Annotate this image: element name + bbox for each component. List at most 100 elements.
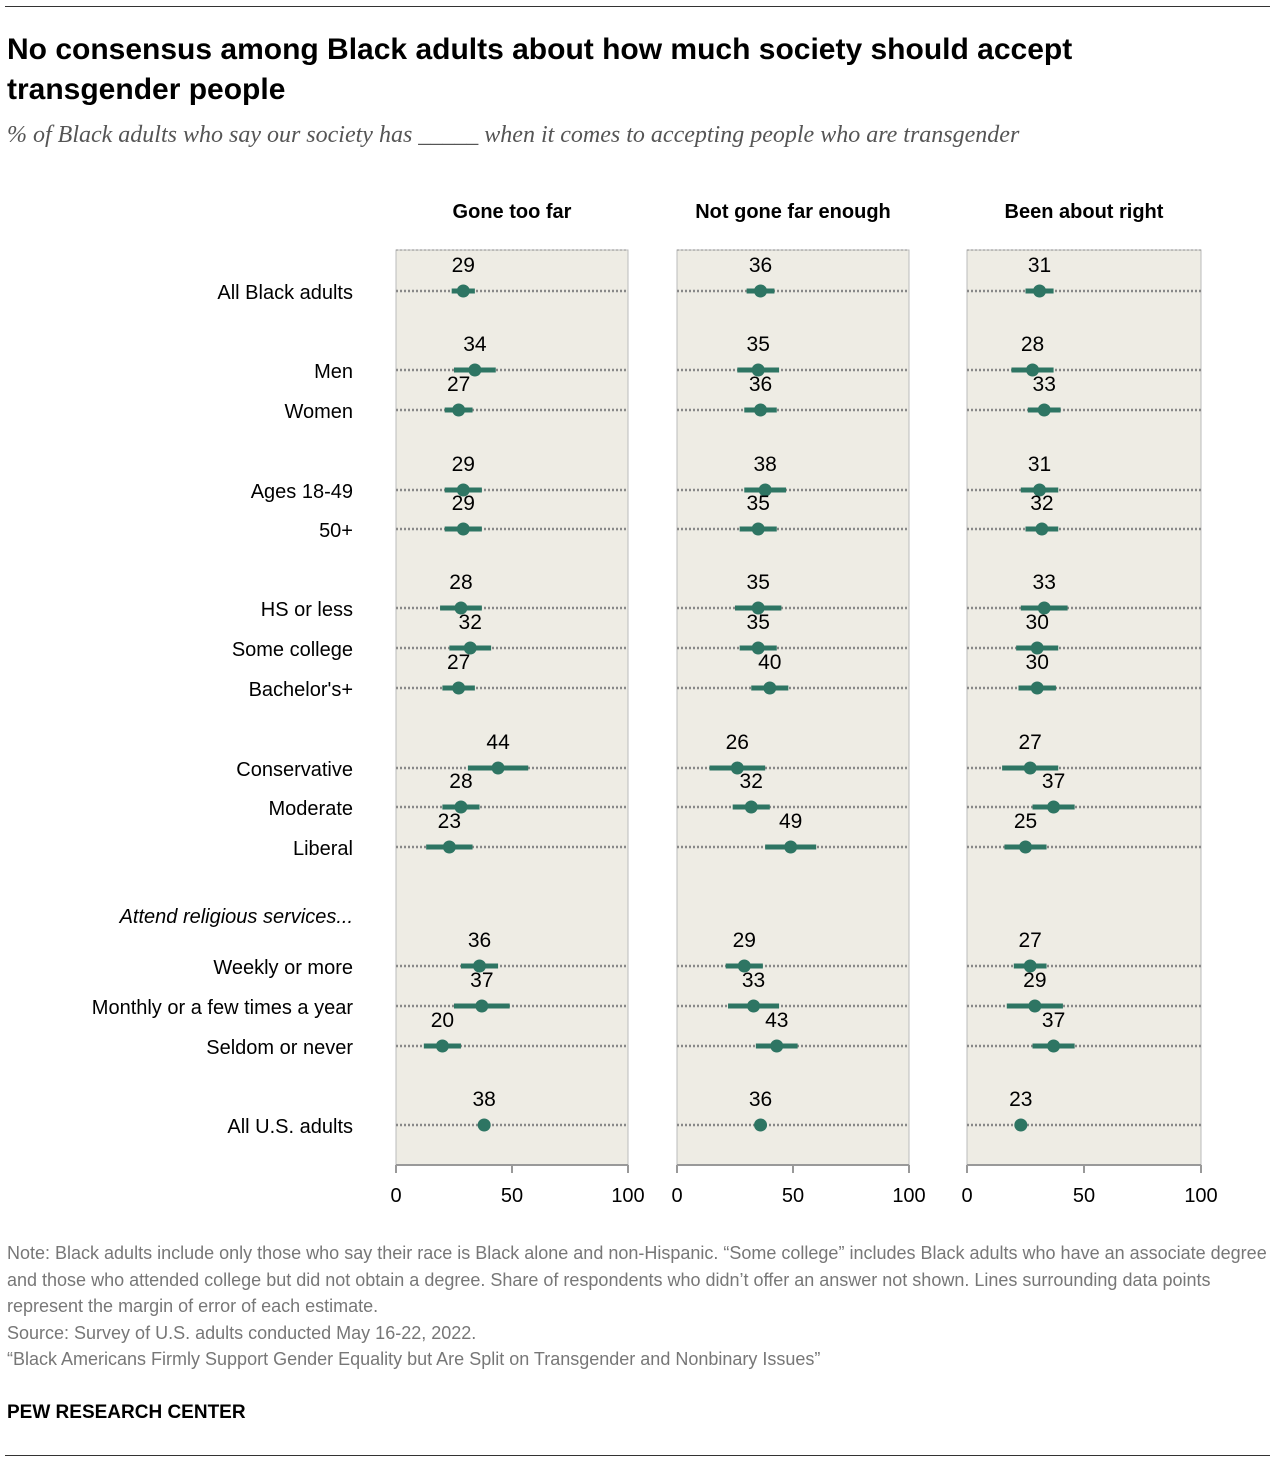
data-point xyxy=(730,761,744,775)
data-label: 28 xyxy=(449,770,472,793)
data-point xyxy=(1037,403,1051,417)
data-label: 27 xyxy=(1019,731,1042,754)
data-point xyxy=(754,403,768,417)
data-point xyxy=(751,522,765,536)
data-point xyxy=(456,483,470,497)
category-label: Liberal xyxy=(293,838,353,860)
category-label: Conservative xyxy=(236,759,353,781)
x-tick-label: 50 xyxy=(1073,1185,1095,1207)
data-point xyxy=(737,959,751,973)
x-tick-label: 50 xyxy=(782,1185,804,1207)
category-label: All Black adults xyxy=(217,282,353,304)
data-point xyxy=(477,1118,491,1132)
source-text: Source: Survey of U.S. adults conducted … xyxy=(7,1322,477,1343)
data-label: 35 xyxy=(747,492,770,515)
data-label: 35 xyxy=(747,333,770,356)
data-point xyxy=(751,601,765,615)
data-point xyxy=(1030,681,1044,695)
x-tick-label: 50 xyxy=(501,1185,523,1207)
note-text: Note: Black adults include only those wh… xyxy=(7,1243,1267,1317)
data-point xyxy=(452,403,466,417)
x-tick-label: 100 xyxy=(892,1185,925,1207)
data-point xyxy=(475,999,489,1013)
dot-plot: All Black adults Men Women Ages 18-49 50+ HS … xyxy=(92,201,1218,1207)
data-label: 29 xyxy=(452,254,475,277)
data-point xyxy=(751,363,765,377)
data-point xyxy=(747,999,761,1013)
category-label: Some college xyxy=(232,639,353,661)
data-label: 30 xyxy=(1026,651,1049,674)
data-label: 23 xyxy=(1009,1088,1032,1111)
data-label: 23 xyxy=(438,810,461,833)
data-label: 35 xyxy=(747,571,770,594)
data-label: 44 xyxy=(486,731,510,754)
data-label: 33 xyxy=(1033,571,1056,594)
data-point xyxy=(463,641,477,655)
category-label: Weekly or more xyxy=(213,957,353,979)
category-label: Monthly or a few times a year xyxy=(92,997,354,1019)
data-point xyxy=(754,284,768,298)
data-label: 31 xyxy=(1028,453,1051,476)
data-point xyxy=(1023,959,1037,973)
data-point xyxy=(442,840,456,854)
data-label: 37 xyxy=(470,969,493,992)
data-label: 33 xyxy=(1033,373,1056,396)
data-point xyxy=(754,1118,768,1132)
bottom-rule xyxy=(5,1455,1270,1456)
category-label: Women xyxy=(284,401,353,423)
category-label: Men xyxy=(314,361,353,383)
category-label: Moderate xyxy=(269,798,354,820)
data-label: 20 xyxy=(431,1009,454,1032)
data-label: 32 xyxy=(459,611,482,634)
x-tick-label: 0 xyxy=(961,1185,972,1207)
chart-title: No consensus among Black adults about ho… xyxy=(7,33,1073,106)
notes: Note: Black adults include only those wh… xyxy=(7,1240,1272,1373)
group-header: Attend religious services... xyxy=(119,906,353,928)
data-point xyxy=(435,1039,449,1053)
category-label: Ages 18-49 xyxy=(251,481,353,503)
data-label: 36 xyxy=(468,929,491,952)
data-label: 37 xyxy=(1042,770,1065,793)
chart-subtitle: % of Black adults who say our society ha… xyxy=(7,122,1020,148)
data-point xyxy=(758,483,772,497)
category-label: Bachelor's+ xyxy=(249,679,353,701)
data-point xyxy=(1028,999,1042,1013)
x-tick-label: 0 xyxy=(390,1185,401,1207)
data-point xyxy=(452,681,466,695)
data-point xyxy=(763,681,777,695)
data-point xyxy=(456,284,470,298)
data-point xyxy=(1026,363,1040,377)
data-point xyxy=(1037,601,1051,615)
data-point xyxy=(456,522,470,536)
top-rule xyxy=(5,6,1270,7)
panel-title: Not gone far enough xyxy=(695,201,891,223)
data-point xyxy=(1047,800,1061,814)
data-label: 29 xyxy=(733,929,756,952)
data-point xyxy=(491,761,505,775)
pew-logo: PEW RESEARCH CENTER xyxy=(7,1402,246,1423)
data-label: 40 xyxy=(758,651,781,674)
data-point xyxy=(744,800,758,814)
data-point xyxy=(473,959,487,973)
data-point xyxy=(454,800,468,814)
data-label: 32 xyxy=(1030,492,1053,515)
data-label: 27 xyxy=(447,373,470,396)
data-label: 36 xyxy=(749,254,772,277)
data-label: 25 xyxy=(1014,810,1037,833)
data-label: 49 xyxy=(779,810,802,833)
category-label: HS or less xyxy=(261,599,353,621)
data-label: 43 xyxy=(765,1009,788,1032)
category-label: Seldom or never xyxy=(206,1037,353,1059)
data-point xyxy=(751,641,765,655)
panel-title: Gone too far xyxy=(453,201,572,223)
data-label: 30 xyxy=(1026,611,1049,634)
data-label: 32 xyxy=(740,770,763,793)
data-label: 33 xyxy=(742,969,765,992)
data-point xyxy=(454,601,468,615)
data-label: 28 xyxy=(449,571,472,594)
data-label: 27 xyxy=(1019,929,1042,952)
data-label: 38 xyxy=(472,1088,495,1111)
data-point xyxy=(468,363,482,377)
data-label: 29 xyxy=(452,453,475,476)
data-point xyxy=(1047,1039,1061,1053)
